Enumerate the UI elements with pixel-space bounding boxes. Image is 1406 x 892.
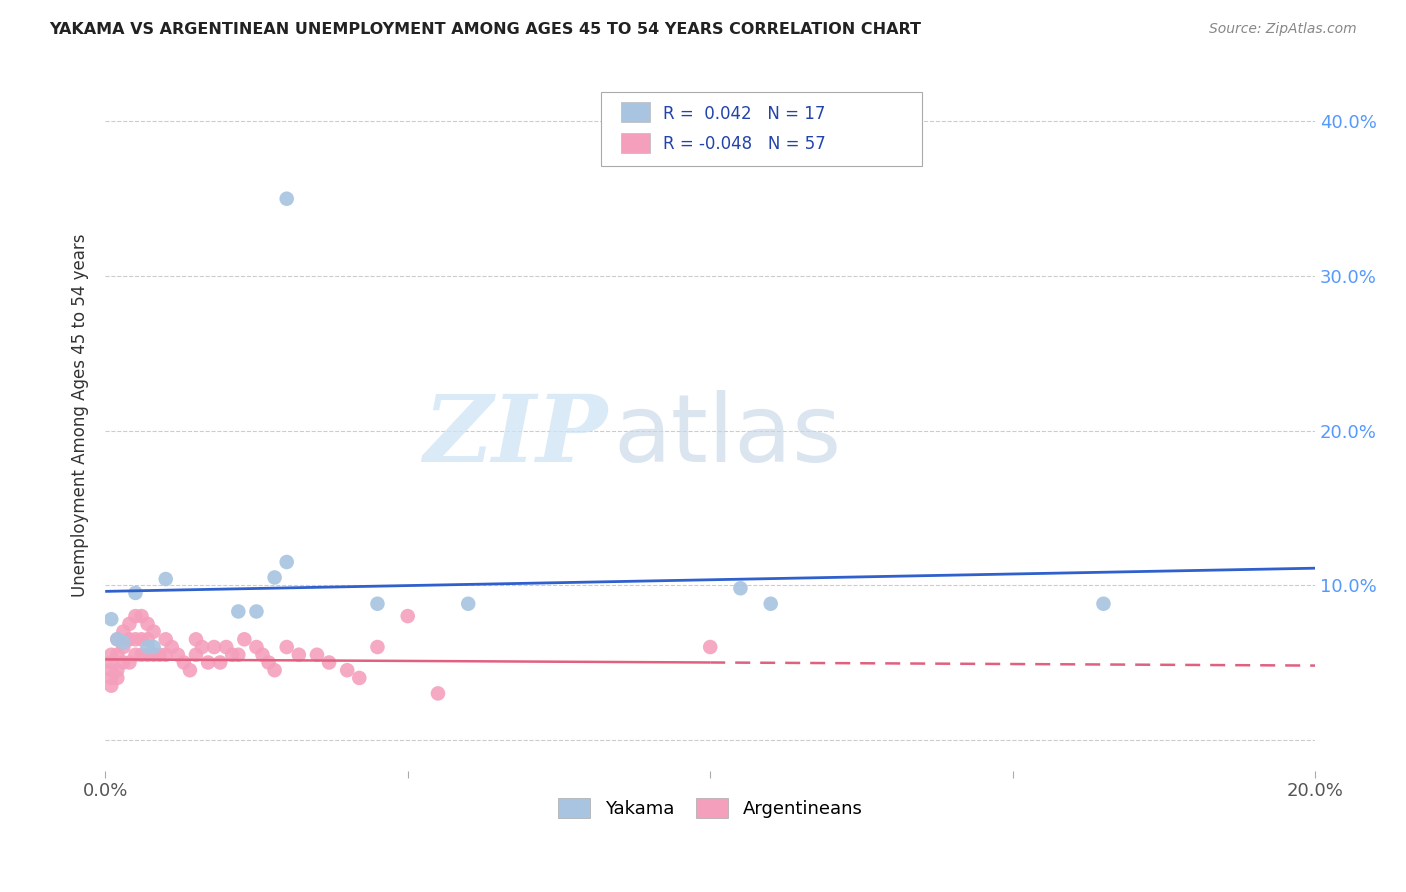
Point: [131, 609, 153, 624]
Point: [124, 632, 146, 647]
Point: [118, 632, 141, 647]
Point: [112, 635, 135, 649]
Point: [245, 640, 267, 654]
Point: [1092, 597, 1115, 611]
Point: [173, 656, 195, 670]
Text: R =  0.042   N = 17: R = 0.042 N = 17: [664, 104, 825, 122]
Point: [112, 656, 135, 670]
Point: [221, 648, 243, 662]
Y-axis label: Unemployment Among Ages 45 to 54 years: Unemployment Among Ages 45 to 54 years: [72, 234, 89, 597]
Point: [184, 632, 207, 647]
Point: [155, 648, 177, 662]
Point: [160, 640, 183, 654]
Point: [730, 582, 752, 596]
Point: [191, 640, 214, 654]
Point: [699, 640, 721, 654]
Point: [124, 586, 146, 600]
Point: [179, 663, 201, 677]
Point: [349, 671, 371, 685]
Point: [136, 640, 159, 654]
Point: [276, 640, 298, 654]
Point: [131, 648, 153, 662]
Point: [131, 632, 153, 647]
Text: atlas: atlas: [613, 391, 842, 483]
Point: [136, 632, 159, 647]
Point: [305, 648, 328, 662]
Point: [426, 686, 449, 700]
Point: [759, 597, 782, 611]
Point: [257, 656, 280, 670]
Point: [149, 648, 172, 662]
FancyBboxPatch shape: [620, 133, 650, 153]
Point: [184, 648, 207, 662]
Point: [142, 624, 165, 639]
Point: [105, 671, 128, 685]
Point: [112, 624, 135, 639]
Point: [245, 605, 267, 619]
Point: [142, 648, 165, 662]
FancyBboxPatch shape: [602, 92, 922, 166]
FancyBboxPatch shape: [620, 102, 650, 122]
Point: [105, 648, 128, 662]
Point: [318, 656, 340, 670]
Point: [155, 632, 177, 647]
Point: [105, 663, 128, 677]
Point: [276, 192, 298, 206]
Point: [100, 656, 122, 670]
Point: [396, 609, 419, 624]
Point: [252, 648, 274, 662]
Legend: Yakama, Argentineans: Yakama, Argentineans: [551, 790, 870, 826]
Point: [288, 648, 311, 662]
Point: [166, 648, 188, 662]
Point: [233, 632, 256, 647]
Point: [366, 597, 388, 611]
Point: [100, 663, 122, 677]
Text: Source: ZipAtlas.com: Source: ZipAtlas.com: [1209, 22, 1357, 37]
Point: [124, 648, 146, 662]
Point: [136, 648, 159, 662]
Point: [197, 656, 219, 670]
Point: [263, 570, 285, 584]
Point: [118, 616, 141, 631]
Point: [100, 679, 122, 693]
Point: [202, 640, 225, 654]
Point: [263, 663, 285, 677]
Point: [100, 612, 122, 626]
Point: [124, 609, 146, 624]
Text: YAKAMA VS ARGENTINEAN UNEMPLOYMENT AMONG AGES 45 TO 54 YEARS CORRELATION CHART: YAKAMA VS ARGENTINEAN UNEMPLOYMENT AMONG…: [49, 22, 921, 37]
Point: [118, 656, 141, 670]
Point: [336, 663, 359, 677]
Point: [276, 555, 298, 569]
Point: [209, 656, 232, 670]
Point: [155, 572, 177, 586]
Point: [215, 640, 238, 654]
Point: [457, 597, 479, 611]
Point: [366, 640, 388, 654]
Point: [136, 616, 159, 631]
Text: R = -0.048   N = 57: R = -0.048 N = 57: [664, 136, 825, 153]
Point: [105, 632, 128, 647]
Text: ZIP: ZIP: [423, 392, 607, 482]
Point: [226, 605, 249, 619]
Point: [105, 632, 128, 647]
Point: [112, 640, 135, 654]
Point: [100, 671, 122, 685]
Point: [142, 640, 165, 654]
Point: [226, 648, 249, 662]
Point: [100, 648, 122, 662]
